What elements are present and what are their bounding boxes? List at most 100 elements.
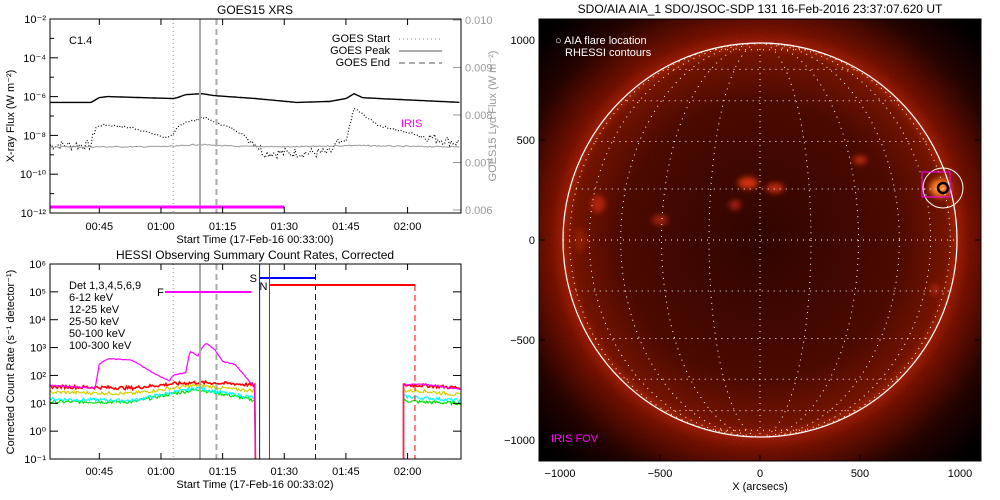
hessi-series-25-50keV [50, 385, 257, 459]
x-tick-label: 01:15 [209, 221, 237, 233]
rhessi-contour [936, 181, 950, 195]
x-tick-label: 02:00 [394, 466, 422, 478]
x-tick-label: 1000 [948, 468, 972, 480]
legend-25-50kev: 25-50 keV [69, 316, 120, 328]
y2-tick-label: 0.010 [465, 15, 493, 27]
y-tick-label: 10⁻¹⁰ [20, 169, 47, 181]
x-tick-label: 01:45 [332, 221, 360, 233]
x-tick-label: 500 [851, 468, 869, 480]
hessi-series-12-25keV [50, 388, 257, 459]
hessi-series-after-gap [402, 398, 461, 459]
heliographic-grid [563, 42, 957, 438]
x-tick-label: 01:15 [209, 466, 237, 478]
aia-xlabel: X (arcsecs) [732, 481, 788, 493]
y-tick-label: 10⁻⁴ [23, 53, 46, 65]
legend-6-12kev: 6-12 keV [69, 292, 114, 304]
y-tick-label: 10¹ [30, 398, 46, 410]
flag-f-label: F [157, 287, 164, 299]
hessi-panel: HESSI Observing Summary Count Rates, Cor… [5, 248, 462, 491]
y2-tick-label: 0.006 [465, 205, 493, 217]
y-tick-label: 10⁰ [29, 426, 46, 438]
y-tick-label: 10⁻¹ [24, 454, 46, 466]
goes-y2label: GOES15 Lyα Flux (W m⁻²) [487, 51, 499, 182]
iris-fov-label: IRIS FOV [551, 433, 599, 445]
active-regions [574, 156, 950, 296]
goes-title: GOES15 XRS [217, 3, 293, 17]
y-tick-label: 10³ [30, 343, 46, 355]
longitude-line [588, 42, 932, 438]
hessi-curves [50, 343, 461, 459]
y-tick-label: 0 [529, 235, 535, 247]
goes-frame [49, 18, 462, 214]
x-tick-label: 02:00 [394, 221, 422, 233]
y2-tick-label: 0.007 [465, 158, 493, 170]
goes-curves [50, 92, 460, 160]
goes-series-1 [50, 107, 460, 160]
flag-n-label: N [259, 281, 267, 293]
iris-label: IRIS [401, 118, 422, 130]
hessi-series-50-100keV [50, 383, 257, 459]
y-tick-label: 10² [30, 370, 46, 382]
iris-fov-box [921, 171, 951, 198]
longitude-line [708, 42, 812, 438]
y-tick-label: 500 [517, 135, 535, 147]
hessi-series-after-gap [402, 388, 461, 459]
hessi-xlabel: Start Time (17-Feb-16 00:33:02) [176, 479, 333, 491]
x-tick-label: −500 [648, 468, 673, 480]
legend-12-25kev: 12-25 keV [69, 304, 120, 316]
aia-title: SDO/AIA AIA_1 SDO/JSOC-SDP 131 16-Feb-20… [578, 2, 943, 16]
x-tick-label: 01:30 [271, 221, 299, 233]
aia-panel: SDO/AIA AIA_1 SDO/JSOC-SDP 131 16-Feb-20… [504, 2, 982, 493]
goes-ylabel: X-ray Flux (W m⁻²) [5, 70, 17, 163]
legend-50-100kev: 50-100 keV [69, 328, 126, 340]
goes-plot-area: 00:45 01:00 01:15 01:30 01:45 02:00 10⁻² 10⁻⁴ 10… [20, 14, 493, 233]
y-tick-label: 10⁻¹² [21, 208, 47, 220]
legend-100-300kev: 100-300 keV [69, 340, 132, 352]
x-tick-label: 01:00 [147, 221, 175, 233]
x-tick-label: 01:00 [147, 466, 175, 478]
y2-tick-label: 0.008 [465, 110, 493, 122]
y-tick-label: 1000 [511, 35, 535, 47]
y-tick-label: 10⁶ [29, 259, 46, 271]
y-tick-label: 10⁵ [29, 287, 46, 299]
x-tick-label: 01:45 [332, 466, 360, 478]
hessi-series-after-gap [402, 382, 461, 459]
y-tick-label: 10⁻⁸ [23, 130, 46, 142]
goes-series-2 [50, 143, 460, 148]
longitude-line [661, 42, 859, 438]
y-tick-label: 10⁴ [29, 315, 46, 327]
goes-xlabel: Start Time (17-Feb-16 00:33:00) [176, 234, 333, 246]
y-tick-label: −500 [510, 335, 535, 347]
hessi-plot-area: F SN 00:45 01:00 01:15 01:30 01:45 02:00 10⁶ 10⁵ 1… [24, 259, 461, 478]
longitude-line [569, 42, 951, 438]
legend-aia-flare-location: ○ AIA flare location [555, 35, 647, 47]
aia-flare-location-circle [922, 167, 964, 209]
x-tick-label: 00:45 [86, 221, 114, 233]
longitude-line [620, 42, 900, 438]
aia-axes: −1000 −500 0 500 1000 1000 500 0 −500 −1000 [504, 35, 981, 480]
y-tick-label: 10⁻⁶ [23, 92, 46, 104]
aia-image: ○ AIA flare location RHESSI contours IRI… [539, 19, 981, 461]
x-tick-label: 0 [757, 468, 763, 480]
flag-s-label: S [250, 273, 257, 285]
legend-goes-end: GOES End [336, 57, 390, 69]
y-tick-label: −1000 [504, 435, 535, 447]
hessi-title: HESSI Observing Summary Count Rates, Cor… [116, 248, 394, 262]
legend-goes-peak: GOES Peak [330, 45, 390, 57]
x-tick-label: 00:45 [86, 466, 114, 478]
x-tick-label: 01:30 [271, 466, 299, 478]
legend-goes-start: GOES Start [332, 33, 390, 45]
y2-tick-label: 0.009 [465, 63, 493, 75]
hessi-series-6-12keV [50, 343, 257, 459]
hessi-series-after-gap [402, 383, 461, 459]
legend-rhessi-contours: RHESSI contours [565, 47, 652, 59]
goes-series-0 [50, 92, 460, 104]
goes-panel: GOES15 XRS 00:45 01:00 01:15 01:30 01:45 02:0… [5, 3, 499, 246]
hessi-ylabel: Corrected Count Rate (s⁻¹ detector⁻¹) [5, 270, 17, 455]
hessi-series-after-gap [402, 394, 461, 459]
y-tick-label: 10⁻² [24, 14, 46, 26]
hessi-legend-title: Det 1,3,4,5,6,9 [69, 280, 141, 292]
x-tick-label: −1000 [545, 468, 576, 480]
hessi-frame [49, 263, 462, 460]
